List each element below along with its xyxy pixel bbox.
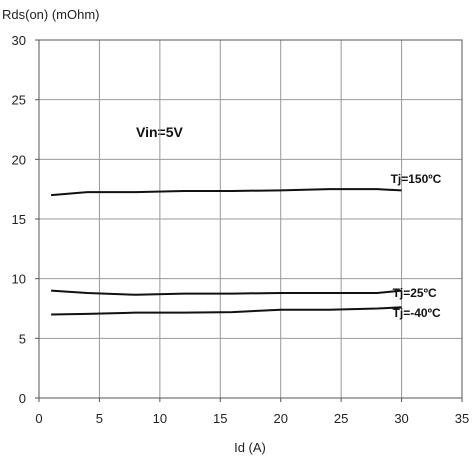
x-tick-label: 15 [213, 411, 227, 426]
x-tick-label: 0 [35, 411, 42, 426]
x-tick-label: 5 [96, 411, 103, 426]
y-tick-label: 25 [12, 93, 26, 108]
series-labels: Tj=150ºC Tj=25ºC Tj=-40ºC [391, 172, 442, 320]
y-tick-label: 5 [19, 331, 26, 346]
x-tick-label: 20 [273, 411, 287, 426]
y-axis-label: Rds(on) (mOhm) [2, 7, 100, 22]
x-axis-label: Id (A) [234, 440, 266, 455]
axes [35, 39, 463, 402]
y-tick-label: 20 [12, 152, 26, 167]
series-line [51, 188, 402, 197]
y-tick-label: 0 [19, 391, 26, 406]
series-label: Tj=-40ºC [393, 306, 441, 320]
y-tick-label: 30 [12, 33, 26, 48]
tick-labels: 0 5 10 15 20 25 30 35 0 5 10 15 20 25 30 [12, 33, 470, 426]
series-line [51, 306, 402, 316]
x-tick-label: 35 [455, 411, 469, 426]
x-tick-label: 30 [394, 411, 408, 426]
plot-frame [38, 39, 463, 399]
series-line [51, 289, 402, 296]
x-tick-label: 25 [334, 411, 348, 426]
y-tick-label: 10 [12, 272, 26, 287]
y-tick-label: 15 [12, 212, 26, 227]
x-tick-label: 10 [153, 411, 167, 426]
series-label: Tj=150ºC [391, 172, 442, 186]
series-label: Tj=25ºC [393, 286, 437, 300]
series-lines [51, 188, 402, 316]
grid [38, 39, 463, 399]
